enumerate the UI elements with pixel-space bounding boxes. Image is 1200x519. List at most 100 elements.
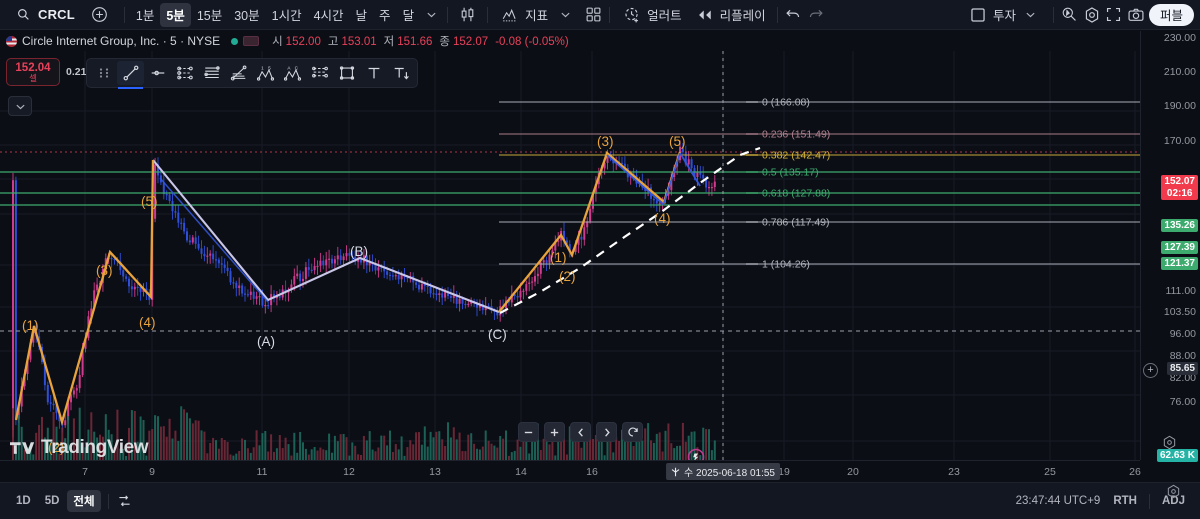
rectangle-icon[interactable] (333, 61, 360, 85)
chart-pane[interactable]: (1) (2) (3) (4) (5) (A) (B) (C) (1) (2) (3) (4) (5) 0… (0, 51, 1140, 460)
corrective-segment[interactable] (663, 152, 681, 204)
volume-bar (429, 431, 432, 460)
wave-label: (1) (22, 318, 39, 333)
volume-bar (139, 416, 142, 460)
interval-날[interactable]: 날 (355, 9, 368, 23)
scroll-right-button[interactable] (596, 422, 617, 442)
volume-bar (623, 440, 626, 460)
date-range-icon[interactable] (116, 493, 133, 510)
chart-canvas[interactable]: (1) (2) (3) (4) (5) (A) (B) (C) (1) (2) (3) (4) (5) 0… (0, 51, 1140, 460)
parallel-channel-icon[interactable] (198, 61, 225, 85)
volume-bar (64, 438, 67, 460)
trend-line-icon[interactable] (117, 61, 144, 89)
range-5D[interactable]: 5D (44, 495, 60, 507)
corrective-segment[interactable] (159, 177, 269, 303)
interval-달[interactable]: 달 (402, 9, 415, 23)
volume-bar (209, 443, 212, 460)
drag-handle-icon[interactable] (90, 61, 117, 85)
volume-bar (426, 446, 429, 460)
fullscreen-brackets-icon[interactable] (1103, 4, 1125, 26)
interval-1분[interactable]: 1분 (135, 9, 155, 23)
volume-bar (194, 420, 197, 460)
range-1D[interactable]: 1D (16, 495, 31, 507)
reset-chart-button[interactable] (622, 422, 643, 442)
range-전체[interactable]: 전체 (67, 490, 101, 512)
support-trend-curve[interactable] (499, 146, 761, 314)
price-scale[interactable]: 230.00 210.00 190.00 170.00 111.00 103.50 96.0… (1140, 31, 1200, 462)
trade-panel-collapse-button[interactable] (8, 96, 32, 116)
hexagon-settings-icon[interactable] (1081, 4, 1103, 26)
volume-bar (110, 434, 113, 460)
undo-arrow-icon[interactable] (783, 4, 805, 26)
candle-body (447, 291, 449, 296)
elliott-correction-wave-icon[interactable]: A C (279, 61, 306, 85)
horizontal-ray-icon[interactable] (144, 61, 171, 85)
candle-body (603, 162, 606, 169)
indicators-button[interactable]: 지표 (493, 3, 554, 27)
symbol-search-button[interactable]: CRCL (6, 3, 81, 27)
volume-bar (220, 438, 223, 460)
fib-retracement-icon[interactable] (306, 61, 333, 85)
divider (447, 6, 449, 23)
scale-settings-icon[interactable] (1162, 435, 1178, 451)
session-toggle[interactable]: RTH (1113, 495, 1137, 507)
volume-bar (458, 432, 461, 460)
plus-circle-icon[interactable] (89, 4, 111, 26)
layout-templates-icon[interactable] (582, 4, 604, 26)
time-scale[interactable]: 7 9 11 12 13 14 16 19 20 23 25 26 수 2025-06-18 01:55 (0, 460, 1141, 482)
close-label: 종 (439, 36, 451, 48)
interval-1시간[interactable]: 1시간 (271, 9, 302, 23)
interval-5분[interactable]: 5분 (160, 2, 191, 27)
camera-icon[interactable] (1125, 4, 1147, 26)
volume-bar (316, 450, 319, 460)
candle-body (322, 260, 325, 266)
interval-주[interactable]: 주 (379, 9, 391, 23)
volume-bar (357, 454, 360, 460)
chevron-down-icon[interactable] (420, 4, 442, 26)
volume-bar (203, 431, 206, 460)
crosshair-add-icon[interactable]: + (1143, 363, 1158, 378)
zoom-out-button[interactable] (518, 422, 539, 442)
publish-button[interactable]: 퍼블 (1148, 3, 1194, 26)
abc-correction-wave[interactable] (152, 159, 500, 313)
candle-body (586, 221, 589, 228)
chevron-down-icon[interactable] (554, 4, 576, 26)
volume-bar (574, 437, 577, 460)
candle-body (130, 286, 133, 290)
interval-4시간[interactable]: 4시간 (313, 9, 344, 23)
chart-symbol-title[interactable]: Circle Internet Group, Inc. · 5 · NYSE (22, 34, 221, 48)
replay-button[interactable]: 리플레이 (688, 3, 772, 27)
sell-price-badge[interactable]: 152.04 셀 (6, 58, 60, 86)
interval-30분[interactable]: 30분 (234, 9, 260, 23)
volume-bar (502, 438, 505, 460)
interval-15분[interactable]: 15분 (196, 9, 223, 23)
volume-bar (420, 444, 423, 460)
fib-fan-icon[interactable] (225, 61, 252, 85)
layout-select-button[interactable]: 투자 (961, 3, 1048, 27)
candle-body (223, 264, 226, 268)
alert-button[interactable]: 얼러트 (615, 3, 688, 27)
candle-body (304, 267, 307, 279)
candlestick-icon[interactable] (453, 3, 482, 27)
price-tick: 76.00 (1169, 396, 1196, 408)
volume-bar (444, 446, 447, 460)
anchored-text-icon[interactable] (387, 61, 414, 85)
scroll-left-button[interactable] (570, 422, 591, 442)
corrective-segment[interactable] (679, 152, 701, 187)
redo-arrow-icon[interactable] (805, 4, 827, 26)
candle-body (592, 193, 594, 209)
corrective-segment[interactable] (606, 154, 665, 206)
fib-retracement-overlay[interactable] (499, 101, 1140, 265)
adjust-toggle[interactable]: ADJ (1161, 495, 1185, 507)
pitchfork-icon[interactable] (171, 61, 198, 85)
time-scale-settings-icon[interactable] (1166, 484, 1183, 501)
elliott-impulse-left[interactable] (14, 159, 155, 427)
candle-body (652, 198, 655, 201)
price-tick: 88.00 (1169, 350, 1196, 362)
magic-wand-icon[interactable] (1059, 4, 1081, 26)
zoom-in-button[interactable] (544, 422, 565, 442)
replay-marker-icon[interactable] (687, 448, 705, 461)
volume-bar (206, 453, 209, 460)
elliott-impulse-wave-icon[interactable]: 1 5 (252, 61, 279, 85)
text-tool-icon[interactable] (360, 61, 387, 85)
